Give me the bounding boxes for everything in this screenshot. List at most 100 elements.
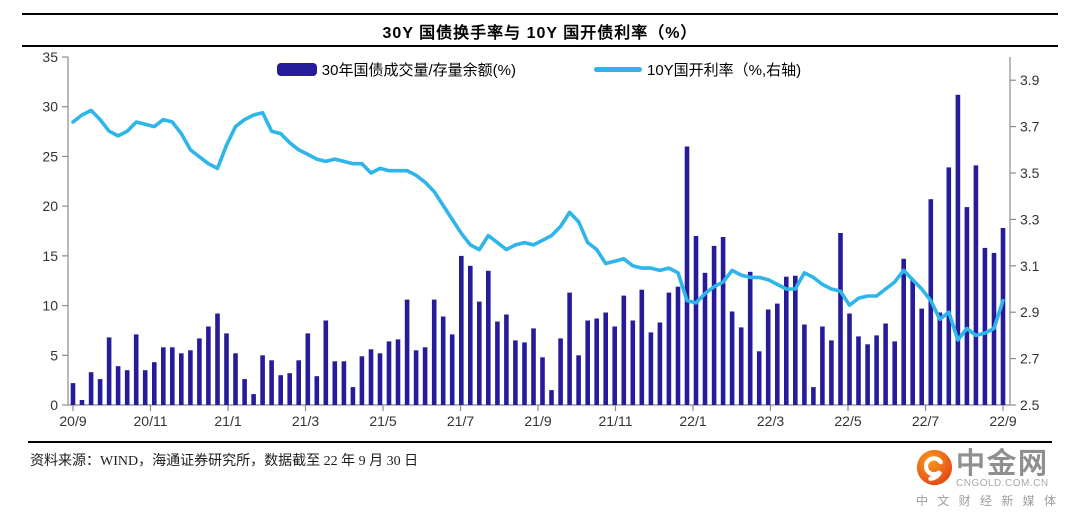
bar — [693, 236, 699, 405]
x-axis-tick-label: 22/9 — [989, 413, 1016, 429]
x-axis-tick-label: 21/3 — [292, 413, 319, 429]
x-axis-tick-label: 21/9 — [524, 413, 551, 429]
bar — [179, 353, 184, 405]
legend-item-turnover: 30年国债成交量/存量余额(%) — [276, 59, 516, 80]
bar — [377, 353, 383, 405]
bar — [847, 313, 852, 405]
bar-series-label: 30年国债成交量/存量余额(%) — [321, 62, 516, 79]
bar — [314, 376, 320, 405]
bar — [820, 326, 825, 405]
left-axis-tick-label: 15 — [42, 248, 58, 264]
bar — [594, 318, 599, 405]
bar — [982, 247, 988, 405]
bar — [684, 146, 690, 405]
x-axis-tick-label: 20/9 — [59, 413, 86, 429]
bar — [793, 275, 798, 405]
bar — [97, 379, 103, 405]
bar — [720, 237, 726, 405]
bar — [233, 353, 238, 405]
bar — [558, 338, 563, 405]
bar — [603, 312, 608, 405]
chart-legend: 30年国债成交量/存量余额(%) 10Y国开利率（%,右轴) — [68, 59, 1010, 80]
bar — [973, 165, 979, 405]
bar — [350, 387, 356, 405]
bar — [1000, 228, 1006, 405]
bar — [251, 394, 256, 405]
bar — [621, 295, 627, 405]
bar — [756, 351, 762, 405]
bar — [874, 335, 879, 405]
bar — [838, 233, 843, 405]
left-axis-tick-label: 0 — [50, 397, 58, 413]
left-axis-tick-label: 10 — [42, 298, 58, 314]
bar — [829, 340, 834, 405]
right-axis-tick-label: 3.5 — [1020, 165, 1040, 181]
bar — [711, 245, 717, 405]
bar — [811, 387, 816, 405]
bar — [413, 350, 419, 405]
footer-rule — [28, 441, 1052, 443]
bar — [124, 370, 130, 405]
bar — [477, 301, 482, 405]
bar — [657, 322, 663, 405]
bar — [449, 334, 455, 405]
title-top-rule — [22, 13, 1058, 15]
line-series-label: 10Y国开利率（%,右轴) — [646, 62, 802, 79]
bar — [738, 327, 744, 405]
bar — [865, 344, 870, 405]
bar — [422, 347, 428, 405]
axes — [62, 56, 1016, 411]
bar — [883, 323, 888, 405]
bar — [115, 366, 121, 405]
title-bottom-rule — [22, 45, 1058, 47]
watermark-tagline: 中 文 财 经 新 媒 体 — [916, 494, 1060, 508]
data-source-note: 资料来源：WIND，海通证券研究所，数据截至 22 年 9 月 30 日 — [30, 454, 419, 469]
bar — [269, 360, 274, 405]
bar — [170, 347, 175, 405]
bar — [910, 279, 915, 405]
bar — [784, 276, 789, 405]
bar — [242, 379, 247, 405]
cngold-watermark: 中金网 CNGOLD.COM.CN 中 文 财 经 新 媒 体 — [916, 449, 1068, 509]
bar — [161, 347, 166, 405]
bar — [937, 312, 943, 405]
bar — [386, 341, 392, 405]
bar — [522, 342, 527, 405]
cngold-logo-icon — [916, 449, 953, 486]
bar — [639, 289, 645, 405]
left-axis-tick-label: 30 — [42, 99, 58, 115]
bar — [188, 350, 193, 405]
left-axis-tick-label: 5 — [50, 347, 58, 363]
bar — [648, 332, 654, 405]
bar — [440, 316, 446, 405]
bar — [133, 334, 139, 405]
bar — [901, 258, 906, 405]
right-axis-tick-label: 3.3 — [1020, 211, 1040, 227]
bar — [70, 383, 76, 405]
bar — [486, 270, 491, 405]
x-axis-tick-label: 21/5 — [369, 413, 396, 429]
right-axis-tick-label: 2.5 — [1020, 397, 1040, 413]
x-axis-tick-label: 22/1 — [679, 413, 706, 429]
left-axis-tick-label: 20 — [42, 198, 58, 214]
bar — [504, 314, 509, 405]
bar — [675, 286, 681, 405]
bar — [955, 94, 961, 406]
bar — [260, 355, 265, 405]
axis-labels: 0 5 10 15 20 25 30 35 2.5 2.7 2.9 3.1 3.3 3.5 3.7 3.9 20… — [42, 49, 1039, 429]
bar — [359, 356, 365, 405]
chart-title: 30Y 国债换手率与 10Y 国开债利率（%） — [382, 25, 698, 42]
bar — [88, 372, 94, 405]
bar — [142, 370, 148, 405]
bar — [946, 167, 952, 405]
bar — [215, 313, 220, 405]
line-series-swatch — [593, 67, 642, 72]
bar — [395, 339, 401, 405]
bar — [468, 265, 473, 405]
bar — [513, 340, 518, 405]
bar — [332, 361, 338, 405]
bar — [765, 309, 771, 405]
bar — [775, 303, 780, 405]
